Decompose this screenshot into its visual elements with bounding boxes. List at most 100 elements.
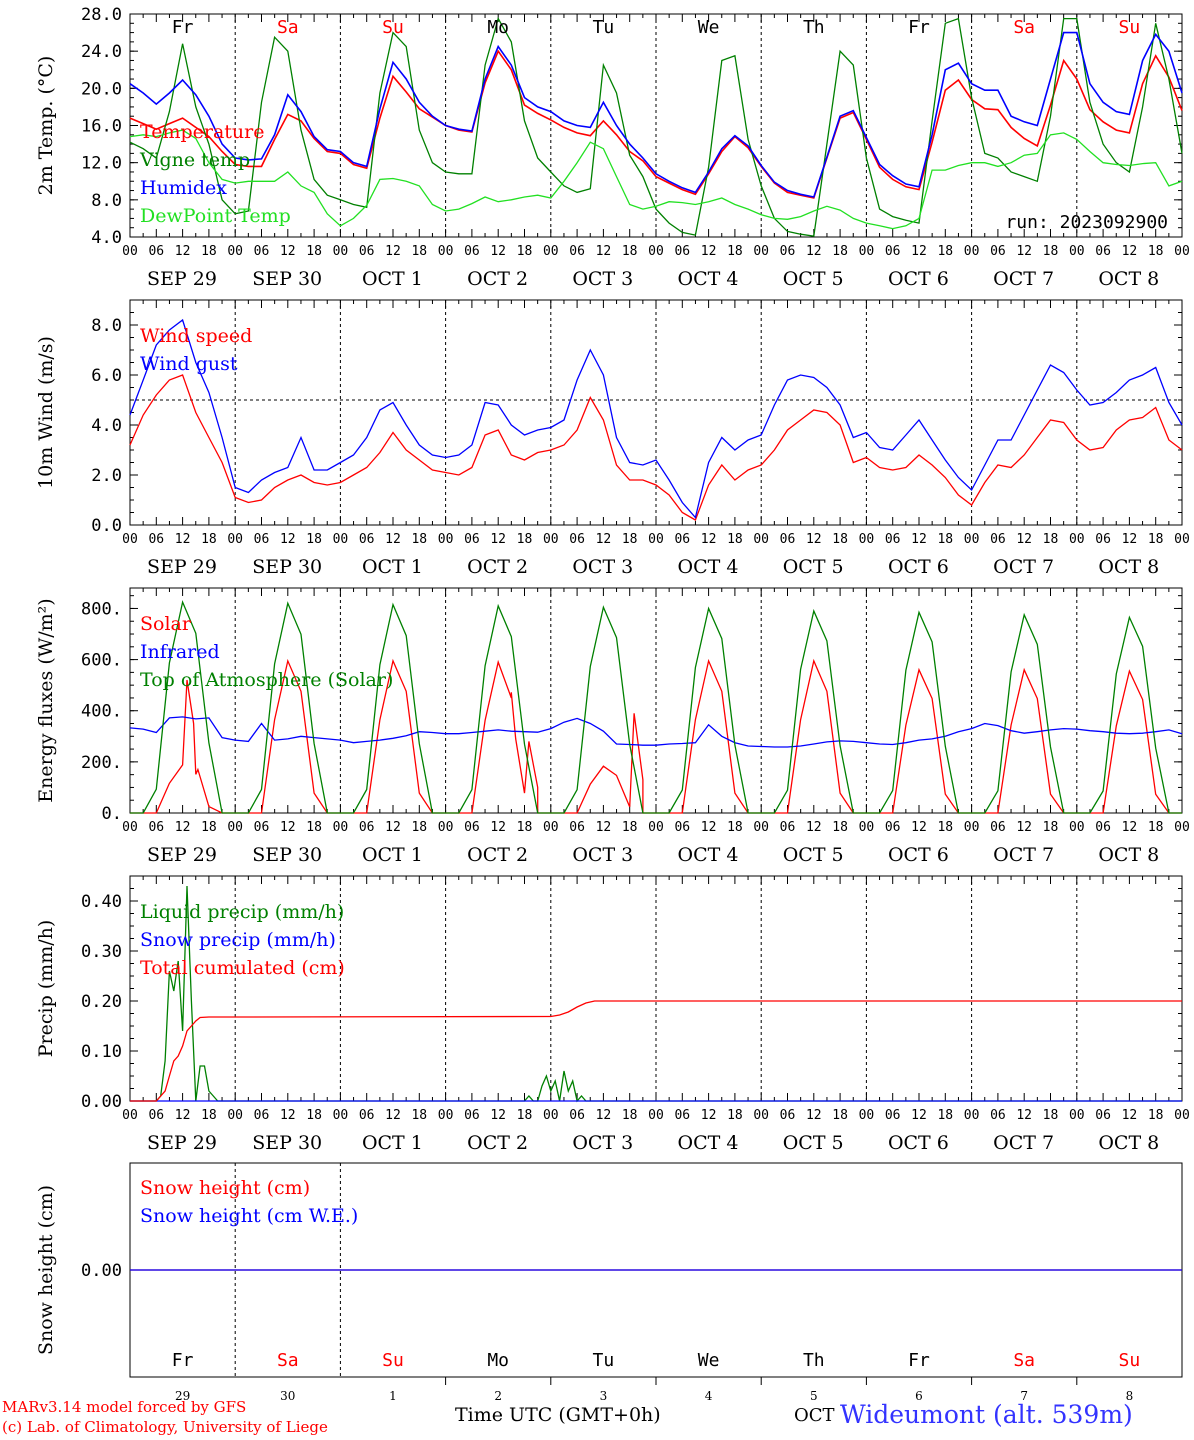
x-tick-label: 12	[385, 1108, 401, 1123]
date-label: SEP 30	[252, 1132, 322, 1154]
x-tick-label: 00	[964, 1108, 980, 1123]
x-tick-label: 18	[1043, 820, 1059, 835]
day-name-label: Mo	[487, 1350, 509, 1371]
x-tick-label: 00	[543, 244, 559, 259]
x-tick-label: 18	[1148, 820, 1164, 835]
x-tick-label: 00	[648, 820, 664, 835]
y-tick-label: 8.0	[91, 316, 122, 336]
y-tick-label: 6.0	[91, 366, 122, 386]
x-tick-label: 12	[280, 820, 296, 835]
x-tick-label: 12	[1122, 532, 1138, 547]
x-tick-label: 18	[727, 244, 743, 259]
x-tick-label: 00	[859, 820, 875, 835]
legend-humidex: Humidex	[140, 177, 227, 199]
day-name-label: Th	[803, 17, 825, 38]
y-tick-label: 28.0	[81, 5, 122, 25]
x-tick-label: 06	[569, 820, 585, 835]
x-tick-label: 06	[1095, 820, 1111, 835]
x-tick-label: 12	[385, 244, 401, 259]
x-tick-label: 06	[569, 532, 585, 547]
x-tick-label: 12	[596, 820, 612, 835]
date-label: OCT 3	[572, 556, 633, 578]
date-label: OCT 2	[467, 844, 528, 866]
x-tick-label: 06	[990, 1108, 1006, 1123]
legend-solar: Solar	[140, 613, 192, 635]
x-tick-label: 00	[122, 532, 138, 547]
y-tick-label: 0.30	[81, 942, 122, 962]
lab-credit-line: (c) Lab. of Climatology, University of L…	[2, 1418, 328, 1436]
x-tick-label: 18	[727, 532, 743, 547]
x-tick-label: 12	[911, 1108, 927, 1123]
date-label: SEP 30	[252, 844, 322, 866]
x-tick-label: 00	[227, 820, 243, 835]
date-label: OCT 4	[678, 1132, 739, 1154]
x-tick-label: 12	[175, 532, 191, 547]
x-tick-label: 00	[438, 1108, 454, 1123]
x-tick-label: 00	[648, 244, 664, 259]
x-tick-label: 00	[122, 244, 138, 259]
day-name-label: Sa	[1013, 17, 1035, 38]
day-name-label: Th	[803, 1350, 825, 1371]
x-axis-title: Time UTC (GMT+0h)	[455, 1404, 661, 1426]
y-tick-label: 4.0	[91, 416, 122, 436]
date-label: SEP 29	[147, 844, 217, 866]
day-name-label: Su	[1119, 1350, 1141, 1371]
x-tick-label: 06	[1095, 244, 1111, 259]
legend-vigne: Vigne temp	[139, 149, 250, 171]
date-label: SEP 30	[252, 268, 322, 290]
x-tick-label: 18	[306, 820, 322, 835]
x-tick-label: 12	[490, 532, 506, 547]
x-tick-label: 18	[306, 244, 322, 259]
x-tick-label: 06	[569, 244, 585, 259]
y-tick-label: 0.00	[81, 1261, 122, 1281]
x-tick-label: 12	[280, 244, 296, 259]
y-tick-label: 800.	[81, 599, 122, 619]
y-tick-label: 0.40	[81, 892, 122, 912]
x-tick-label: 06	[674, 1108, 690, 1123]
x-tick-label: 12	[596, 532, 612, 547]
legend-toa: Top of Atmosphere (Solar)	[140, 669, 393, 691]
x-tick-label: 18	[306, 1108, 322, 1123]
date-label: SEP 29	[147, 268, 217, 290]
day-name-label: Fr	[908, 1350, 930, 1371]
day-number-label: 5	[810, 1389, 818, 1403]
day-number-label: 30	[280, 1389, 295, 1403]
x-tick-label: 18	[937, 532, 953, 547]
date-label: OCT 6	[888, 1132, 949, 1154]
meteogram: 00 06 12 18 00 06 12 18 00 06 12 18 00 06 12 18 00 06 12 18…	[35, 5, 1190, 1403]
x-tick-label: 12	[596, 1108, 612, 1123]
x-tick-label: 00	[859, 1108, 875, 1123]
series-line-temperature	[129, 49, 1183, 199]
x-tick-label: 00	[543, 1108, 559, 1123]
x-tick-label: 00	[227, 244, 243, 259]
x-tick-label: 06	[674, 244, 690, 259]
x-tick-label: 18	[201, 820, 217, 835]
legend-snow_height: Snow height (cm)	[140, 1177, 310, 1199]
x-tick-label: 18	[517, 1108, 533, 1123]
plot-frame	[129, 587, 1183, 814]
x-tick-label: 12	[911, 820, 927, 835]
x-tick-label: 18	[937, 820, 953, 835]
series-line-infrared	[129, 716, 1183, 748]
day-name-label: Su	[1119, 17, 1141, 38]
x-tick-label: 18	[832, 820, 848, 835]
x-tick-label: 00	[333, 820, 349, 835]
date-label: OCT 6	[888, 268, 949, 290]
day-name-label: Sa	[277, 1350, 299, 1371]
x-tick-label: 12	[701, 1108, 717, 1123]
x-tick-label: 12	[701, 820, 717, 835]
legend-temperature: Temperature	[140, 121, 264, 143]
x-tick-label: 00	[964, 532, 980, 547]
x-tick-label: 18	[201, 1108, 217, 1123]
day-name-label: Su	[382, 1350, 404, 1371]
x-tick-label: 12	[911, 532, 927, 547]
y-axis-title: Precip (mm/h)	[35, 920, 57, 1058]
x-tick-label: 12	[806, 532, 822, 547]
x-tick-label: 12	[806, 820, 822, 835]
date-label: OCT 6	[888, 556, 949, 578]
series-line-wind_gust	[129, 318, 1183, 519]
x-tick-label: 00	[1174, 1108, 1190, 1123]
date-label: OCT 5	[783, 268, 844, 290]
day-name-label: Sa	[277, 17, 299, 38]
x-tick-label: 06	[359, 820, 375, 835]
